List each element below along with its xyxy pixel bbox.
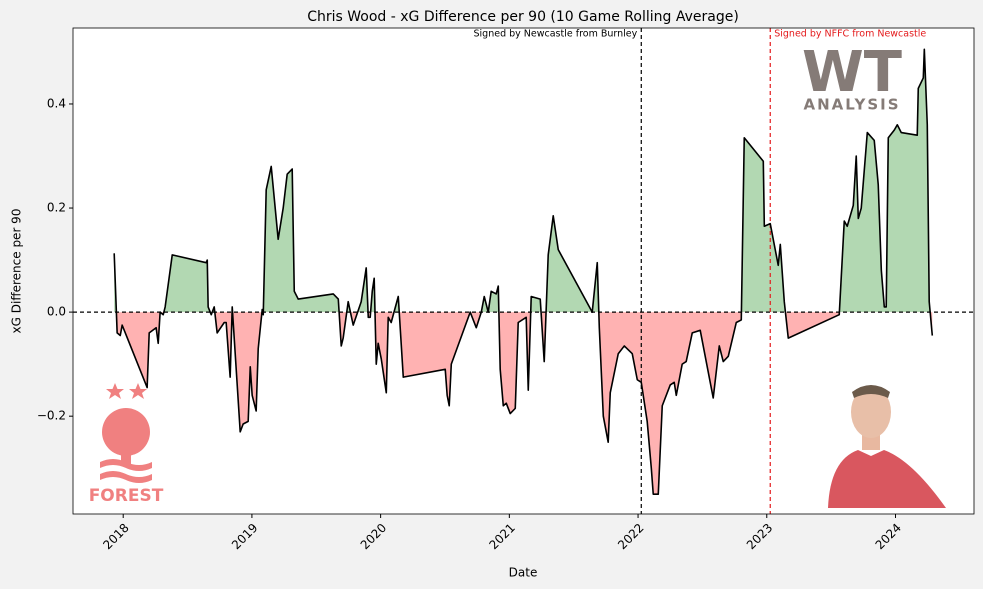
logo-text: FOREST — [89, 486, 164, 506]
player-photo — [828, 385, 946, 508]
hair — [852, 385, 890, 398]
wt-logo: WT ANALYSIS — [802, 40, 902, 113]
annotation-text: Signed by NFFC from Newcastle — [774, 29, 926, 40]
watermark-sub: ANALYSIS — [803, 96, 900, 114]
plot-background — [73, 28, 974, 514]
data-line — [113, 48, 934, 496]
forest-logo: FOREST — [89, 383, 164, 506]
tree — [102, 408, 150, 456]
y-tick-label: −0.2 — [37, 409, 66, 423]
plot-frame — [72, 27, 975, 515]
annotation-text: Signed by Newcastle from Burnley — [474, 29, 638, 40]
x-axis-label: Date — [509, 566, 538, 580]
positive-area — [114, 49, 933, 313]
shirt — [828, 450, 946, 508]
star — [129, 383, 147, 399]
y-axis-label: xG Difference per 90 — [10, 209, 24, 334]
head — [851, 386, 891, 438]
watermark: WT — [802, 40, 902, 105]
star — [106, 383, 124, 399]
y-tick-label: 0.4 — [47, 96, 66, 110]
waves — [100, 459, 152, 483]
y-tick-label: 0.0 — [47, 305, 66, 319]
trunk — [121, 445, 131, 465]
y-tick-label: 0.2 — [47, 201, 66, 215]
chart-title: Chris Wood - xG Difference per 90 (10 Ga… — [307, 9, 739, 25]
